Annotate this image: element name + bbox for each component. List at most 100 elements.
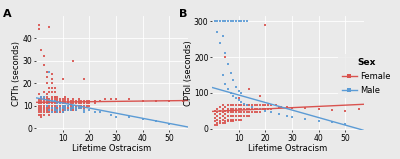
Point xyxy=(260,108,266,110)
Point xyxy=(230,95,236,98)
Point xyxy=(260,104,266,107)
Point xyxy=(70,109,76,111)
Point xyxy=(246,108,252,110)
Point xyxy=(38,95,44,98)
Point xyxy=(52,100,58,102)
Point xyxy=(38,104,44,107)
Point xyxy=(316,119,322,122)
Point xyxy=(241,102,247,105)
Point xyxy=(52,109,58,111)
Point xyxy=(68,109,74,111)
Point xyxy=(41,100,47,102)
Point xyxy=(62,100,68,102)
Point xyxy=(236,111,242,114)
Point xyxy=(46,104,52,107)
Point xyxy=(241,104,247,107)
Point xyxy=(126,116,132,118)
Point xyxy=(41,55,47,58)
Point xyxy=(44,111,50,114)
Point xyxy=(228,108,234,110)
Point xyxy=(46,91,52,93)
Point xyxy=(230,120,236,123)
Point xyxy=(222,117,228,119)
Point xyxy=(220,104,226,107)
Point xyxy=(36,24,42,26)
Point xyxy=(49,111,55,114)
Point xyxy=(70,102,76,105)
Point xyxy=(278,106,284,108)
Point xyxy=(225,87,231,90)
Point xyxy=(249,108,255,110)
Point xyxy=(257,95,263,98)
Point xyxy=(60,100,66,102)
Point xyxy=(108,113,114,116)
Point xyxy=(44,75,50,78)
Point xyxy=(86,109,92,111)
Point xyxy=(76,104,82,107)
Point xyxy=(44,109,50,111)
Point xyxy=(302,107,308,109)
Point xyxy=(214,31,220,33)
Point xyxy=(46,100,52,102)
Point xyxy=(225,63,231,66)
Point xyxy=(222,106,228,108)
Point xyxy=(41,113,47,116)
Point xyxy=(49,95,55,98)
Point xyxy=(70,59,76,62)
Point xyxy=(212,124,218,126)
Point xyxy=(233,115,239,117)
Point xyxy=(46,102,52,105)
Point xyxy=(262,104,268,107)
Text: A: A xyxy=(2,9,11,19)
Point xyxy=(46,71,52,73)
Point xyxy=(262,109,268,112)
Point xyxy=(92,100,98,102)
Point xyxy=(228,72,234,74)
Point xyxy=(49,100,55,102)
Point xyxy=(60,109,66,111)
Point xyxy=(140,118,146,120)
Point xyxy=(217,113,223,116)
Point xyxy=(52,100,58,102)
Point xyxy=(222,20,228,23)
Point xyxy=(214,118,220,121)
Point xyxy=(41,102,47,105)
Point xyxy=(57,107,63,109)
Point xyxy=(220,20,226,23)
Point xyxy=(52,107,58,109)
Point xyxy=(54,102,60,105)
Point xyxy=(86,102,92,105)
Point xyxy=(38,111,44,114)
Point xyxy=(217,20,223,23)
Point xyxy=(44,93,50,96)
Point xyxy=(68,100,74,102)
Point xyxy=(36,98,42,100)
Point xyxy=(36,104,42,107)
Point xyxy=(54,100,60,102)
Text: B: B xyxy=(178,9,187,19)
Point xyxy=(62,98,68,100)
Point xyxy=(246,104,252,107)
Point xyxy=(49,98,55,100)
Point xyxy=(252,104,258,107)
Point xyxy=(342,123,348,126)
Point xyxy=(233,97,239,100)
Point xyxy=(54,104,60,107)
Point xyxy=(97,100,103,102)
Point xyxy=(92,102,98,105)
Point xyxy=(265,108,271,110)
Point xyxy=(41,95,47,98)
Point xyxy=(166,122,172,125)
Point xyxy=(49,73,55,76)
Point xyxy=(65,100,71,102)
Point xyxy=(60,107,66,109)
Point xyxy=(65,98,71,100)
Point xyxy=(257,108,263,110)
Point xyxy=(62,109,68,111)
Point xyxy=(54,111,60,114)
Point xyxy=(236,115,242,117)
Point xyxy=(52,95,58,98)
Point xyxy=(222,83,228,85)
Point xyxy=(52,107,58,109)
Point xyxy=(65,107,71,109)
